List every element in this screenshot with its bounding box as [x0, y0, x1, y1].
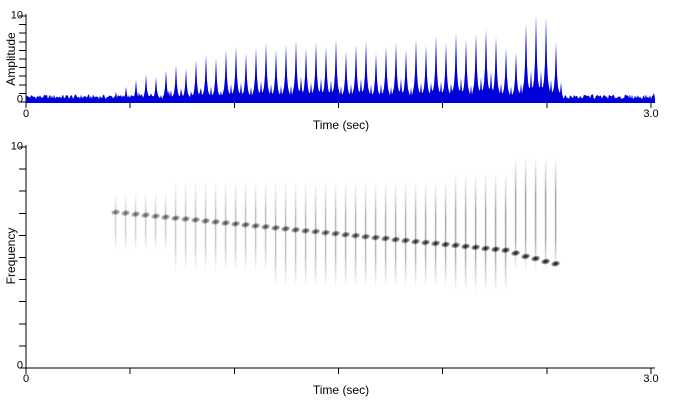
bottom-time-axis-label: Time (sec) [312, 383, 370, 397]
top-time-tick-label-max: 3.0 [643, 108, 659, 120]
frequency-tick-label-max: 10 [10, 140, 23, 153]
spectrogram-plot [19, 145, 655, 374]
oscillogram-plot [19, 14, 655, 108]
bottom-time-tick-label-min: 0 [22, 373, 30, 385]
amplitude-tick-label-min: 0 [16, 93, 23, 106]
frequency-tick-label-min: 0 [16, 359, 23, 372]
frequency-axis-label: Frequency [4, 227, 18, 285]
amplitude-axis-label: Amplitude [4, 32, 18, 86]
bottom-time-tick-label-max: 3.0 [643, 373, 659, 385]
top-time-tick-label-min: 0 [22, 108, 30, 120]
top-time-axis-label: Time (sec) [312, 118, 370, 132]
amplitude-tick-label-max: 10 [10, 9, 23, 22]
